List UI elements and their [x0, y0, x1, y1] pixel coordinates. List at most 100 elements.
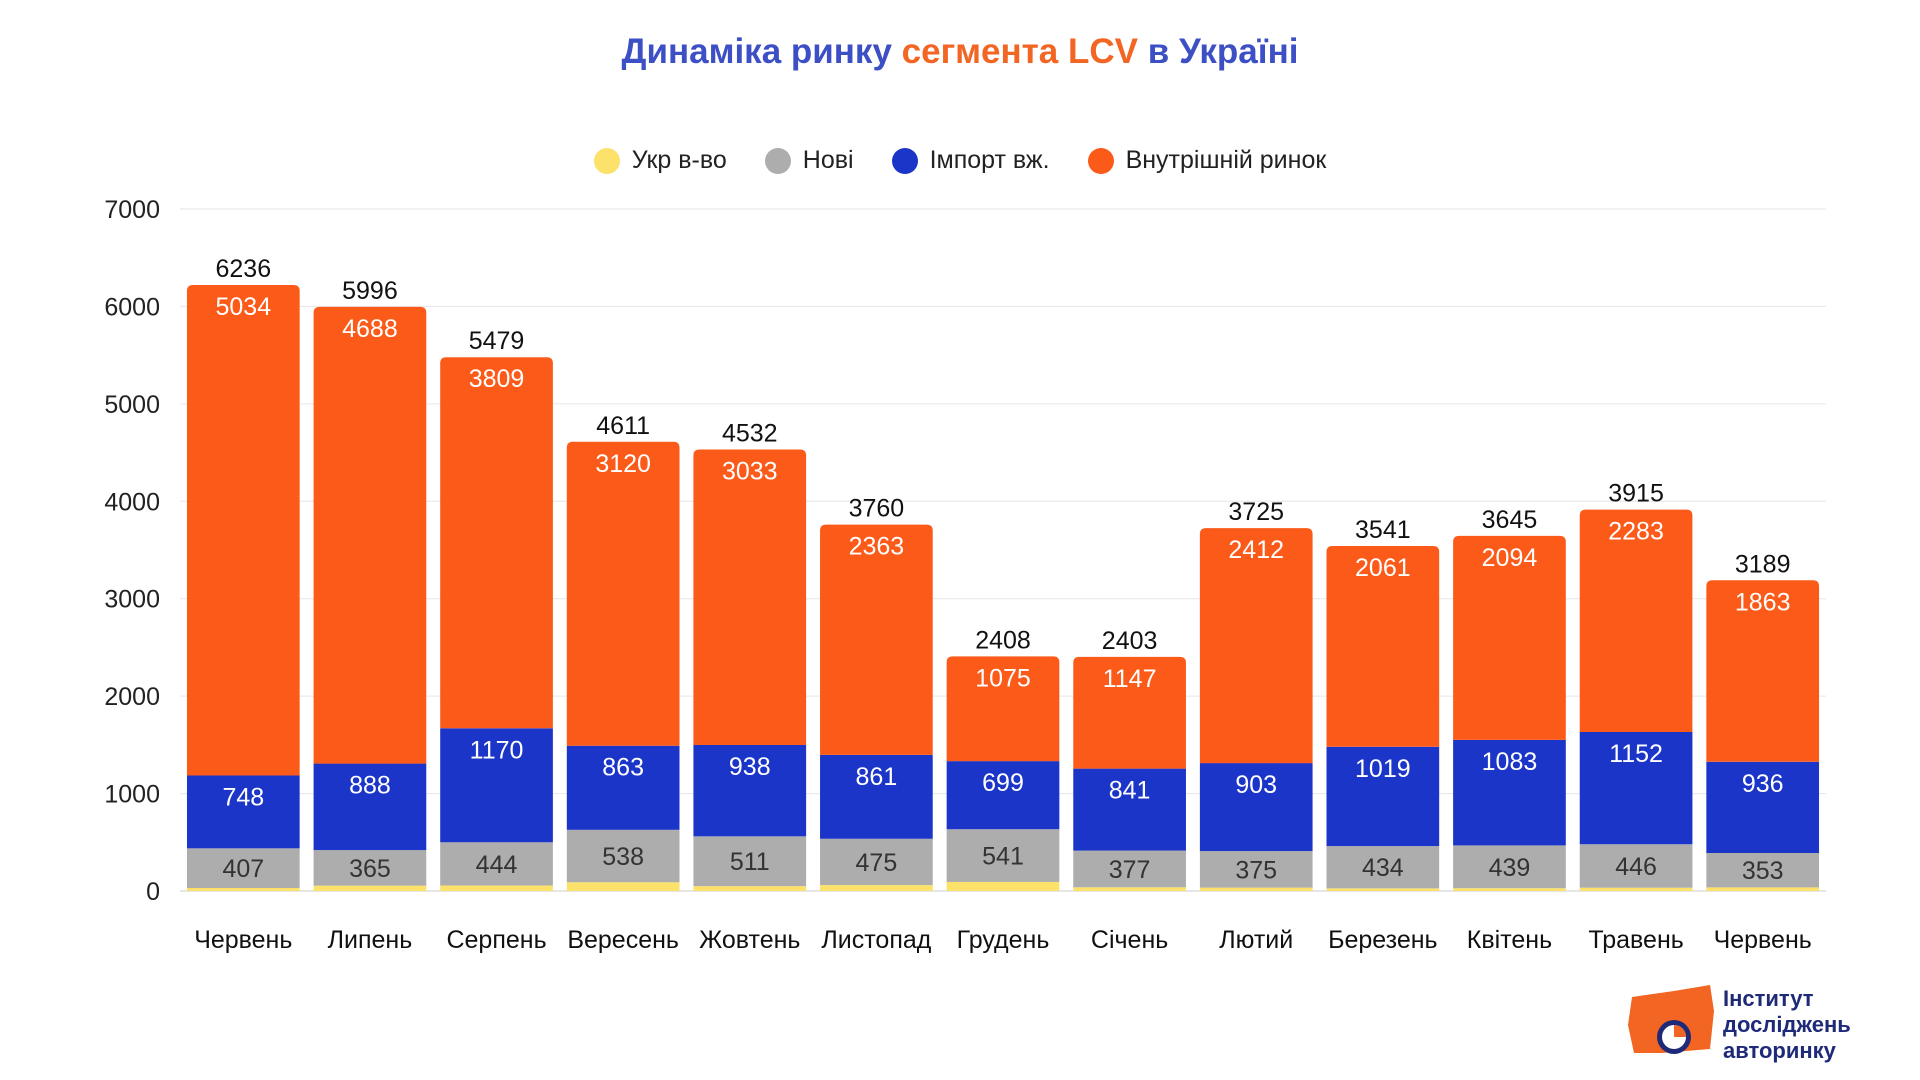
legend-swatch-new: [764, 147, 791, 174]
institute-logo-icon: [1628, 985, 1714, 1054]
data-label: 365: [349, 855, 391, 883]
x-tick-label: Червень: [194, 926, 292, 954]
bar-segment: [946, 656, 1060, 762]
bar-segment: [313, 306, 427, 764]
data-label: 377: [1109, 856, 1151, 884]
data-label: 5034: [215, 293, 271, 321]
data-label: 538: [602, 843, 644, 871]
data-label: 439: [1489, 854, 1531, 882]
data-label: 1075: [975, 664, 1031, 692]
y-axis: 0 1000 2000 3000 4000 5000 6000 7000: [104, 196, 160, 906]
data-label: 2283: [1608, 518, 1664, 546]
bar-segment: [1326, 546, 1440, 747]
total-label: 3760: [849, 495, 905, 523]
x-tick-label: Вересень: [567, 926, 679, 954]
bar-stack: 439 1083 2094 3645: [1453, 506, 1566, 891]
title-part-3: в Україні: [1137, 32, 1299, 71]
data-label: 841: [1109, 777, 1151, 805]
data-label: 407: [222, 855, 264, 883]
chart-title: Динаміка ринку сегмента LCV в Україні: [0, 32, 1920, 72]
total-label: 3725: [1228, 498, 1284, 526]
legend-label-domestic: Внутрішній ринок: [1125, 146, 1327, 174]
bar-segment: [1199, 887, 1313, 891]
bar-segment: [1199, 851, 1313, 888]
x-tick-label: Лютий: [1219, 926, 1293, 954]
bar-segment: [566, 829, 680, 883]
x-tick-label: Грудень: [957, 926, 1050, 954]
bar-segment: [820, 885, 933, 891]
data-label: 541: [982, 843, 1024, 871]
data-label: 434: [1362, 854, 1404, 882]
bar-segment: [693, 886, 807, 891]
legend-label-import: Імпорт вж.: [929, 146, 1050, 174]
bar-segment: [1706, 761, 1820, 854]
x-tick-label: Травень: [1588, 926, 1683, 954]
total-label: 3915: [1608, 480, 1664, 508]
bar-segment: [693, 836, 807, 887]
bar-segment: [566, 441, 680, 746]
data-label: 903: [1235, 771, 1277, 799]
data-label: 748: [222, 783, 264, 811]
x-tick-label: Жовтень: [699, 926, 800, 954]
x-tick-label: Квітень: [1467, 926, 1552, 954]
bar-stack: 444 1170 3809 5479: [440, 327, 553, 891]
bar-segment: [820, 754, 933, 839]
bar-segment: [1199, 528, 1313, 764]
legend-label-new: Нові: [802, 146, 854, 174]
bar-segment: [1453, 535, 1566, 740]
bar-stack: 375 903 2412 3725: [1199, 498, 1313, 891]
data-label: 511: [730, 848, 770, 876]
bar-segment: [1326, 888, 1440, 891]
bar-stack: 377 841 1147 2403: [1073, 627, 1186, 891]
legend-label-ukr: Укр в-во: [631, 146, 727, 174]
data-label: 699: [982, 769, 1024, 797]
total-label: 6236: [215, 255, 271, 283]
bar-segment: [313, 763, 427, 851]
data-label: 2412: [1228, 536, 1284, 564]
bar-segment: [1073, 656, 1186, 769]
title-part-2: сегмента LCV: [901, 32, 1138, 71]
data-label: 938: [729, 753, 771, 781]
stacked-bar-chart: 0 1000 2000 3000 4000 5000 6000 7000 407 748 5034…: [104, 196, 1826, 954]
chart-legend: Укр в-во Нові Імпорт вж. Внутрішній рино…: [0, 146, 1920, 175]
data-label: 353: [1742, 857, 1784, 885]
data-label: 936: [1742, 770, 1784, 798]
bar-segment: [440, 728, 553, 843]
total-label: 3541: [1355, 516, 1411, 544]
y-tick-label: 4000: [104, 488, 160, 516]
total-label: 5479: [469, 327, 525, 355]
y-tick-label: 1000: [104, 781, 160, 809]
x-tick-label: Червень: [1714, 926, 1812, 954]
data-label: 1863: [1735, 588, 1791, 616]
bar-segment: [186, 887, 300, 891]
title-part-1: Динаміка ринку: [621, 32, 902, 71]
bar-segment: [820, 838, 933, 886]
total-label: 2403: [1102, 627, 1158, 655]
bar-segment: [1706, 580, 1820, 762]
bar-segment: [1073, 768, 1186, 851]
data-label: 3120: [595, 450, 651, 478]
bar-segment: [1199, 763, 1313, 852]
bar-segment: [1326, 746, 1440, 847]
bar-segment: [566, 882, 680, 891]
y-tick-label: 5000: [104, 391, 160, 419]
legend-item-new: Нові: [764, 146, 854, 175]
legend-swatch-import: [891, 147, 918, 174]
bar-stack: 538 863 3120 4611: [566, 412, 680, 891]
bar-segment: [1453, 845, 1566, 889]
bar-stack: 541 699 1075 2408: [946, 626, 1060, 891]
x-tick-label: Липень: [328, 926, 413, 954]
bar-segment: [1073, 887, 1186, 891]
logo-text: Інститут досліджень авторинку: [1723, 986, 1851, 1064]
bar-segment: [440, 357, 553, 729]
bar-segment: [566, 745, 680, 830]
bar-segment: [693, 744, 807, 837]
x-axis: Червень Липень Серпень Вересень Жовтень Листо…: [194, 926, 1812, 954]
bar-segment: [1453, 888, 1566, 891]
data-label: 863: [602, 754, 644, 782]
legend-swatch-ukr: [593, 147, 620, 174]
data-label: 1147: [1103, 665, 1157, 693]
data-label: 1152: [1609, 740, 1663, 768]
bar-stack: 365 888 4688 5996: [313, 277, 427, 891]
total-label: 4611: [596, 412, 650, 440]
